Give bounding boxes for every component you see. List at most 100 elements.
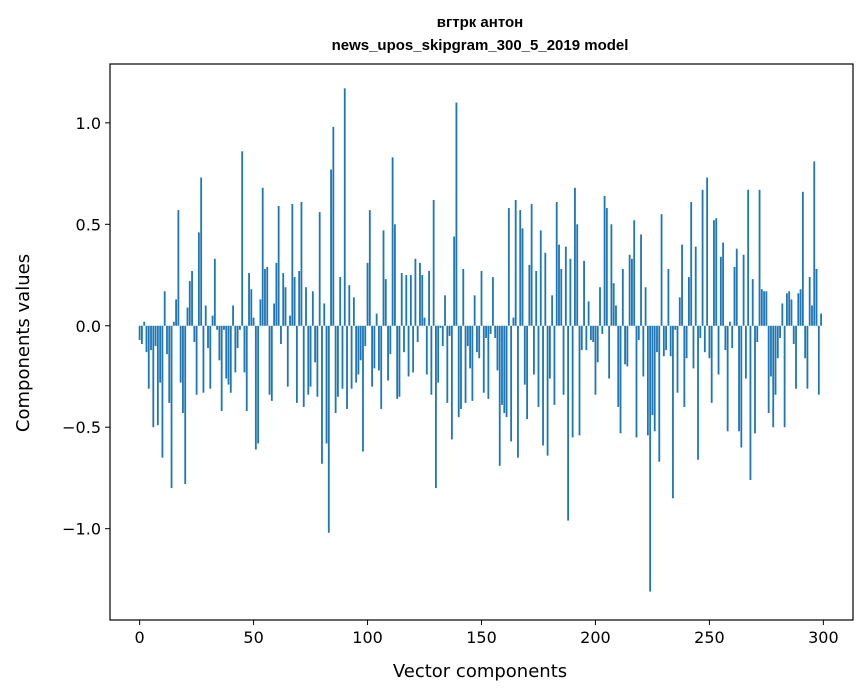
bar-289 bbox=[797, 293, 800, 326]
x-tick-label-6: 300 bbox=[808, 628, 839, 647]
bar-22 bbox=[188, 281, 191, 326]
bar-63 bbox=[282, 273, 285, 326]
bar-142 bbox=[462, 268, 465, 326]
bar-228 bbox=[658, 325, 661, 462]
bar-87 bbox=[337, 325, 339, 397]
bar-91 bbox=[346, 325, 348, 409]
bar-193 bbox=[578, 325, 581, 436]
bar-256 bbox=[722, 242, 724, 326]
bar-159 bbox=[501, 325, 503, 405]
x-tick-label-3: 150 bbox=[466, 628, 497, 647]
bar-266 bbox=[744, 325, 747, 379]
bar-129 bbox=[432, 199, 435, 326]
bar-288 bbox=[795, 325, 797, 389]
y-tick-label-3: −0.5 bbox=[62, 418, 101, 437]
x-tick-label-2: 100 bbox=[352, 628, 383, 647]
bar-212 bbox=[621, 268, 624, 326]
bar-94 bbox=[352, 297, 355, 326]
bar-161 bbox=[505, 325, 508, 418]
bar-219 bbox=[637, 325, 640, 340]
bar-11 bbox=[163, 291, 166, 326]
bar-217 bbox=[633, 220, 636, 326]
bar-85 bbox=[332, 126, 335, 326]
bar-275 bbox=[765, 291, 768, 326]
bar-207 bbox=[610, 224, 613, 326]
bar-135 bbox=[446, 325, 449, 403]
bar-198 bbox=[589, 325, 592, 340]
bar-54 bbox=[261, 187, 264, 326]
bar-89 bbox=[341, 325, 344, 389]
bar-234 bbox=[672, 325, 674, 499]
bar-96 bbox=[357, 325, 360, 375]
bar-44 bbox=[239, 325, 241, 330]
bar-215 bbox=[628, 254, 631, 326]
bar-70 bbox=[298, 270, 301, 326]
bar-192 bbox=[576, 224, 579, 326]
bar-106 bbox=[380, 325, 383, 409]
bar-40 bbox=[229, 325, 232, 393]
bar-117 bbox=[405, 275, 408, 326]
bar-168 bbox=[521, 228, 524, 326]
bar-83 bbox=[327, 325, 330, 533]
bar-141 bbox=[460, 325, 462, 409]
bars-group bbox=[138, 88, 822, 592]
x-tick-label-0: 0 bbox=[135, 628, 145, 647]
bar-46 bbox=[243, 325, 246, 373]
bar-124 bbox=[421, 275, 424, 326]
bar-180 bbox=[548, 325, 551, 379]
bar-4 bbox=[147, 325, 150, 389]
bar-90 bbox=[343, 88, 346, 326]
bar-240 bbox=[685, 325, 688, 359]
bar-156 bbox=[494, 325, 497, 338]
bar-242 bbox=[690, 201, 693, 326]
bar-186 bbox=[562, 325, 565, 395]
bar-246 bbox=[699, 325, 702, 338]
bar-136 bbox=[448, 325, 451, 336]
bar-201 bbox=[596, 325, 599, 363]
bar-50 bbox=[252, 317, 255, 326]
x-tick-label-1: 50 bbox=[243, 628, 263, 647]
bar-249 bbox=[706, 177, 709, 326]
bar-29 bbox=[204, 305, 207, 326]
bar-73 bbox=[305, 287, 307, 326]
bar-162 bbox=[507, 208, 510, 326]
bar-65 bbox=[286, 325, 289, 387]
bar-189 bbox=[569, 258, 572, 326]
bar-196 bbox=[585, 325, 588, 351]
bar-173 bbox=[533, 325, 535, 375]
bar-237 bbox=[678, 297, 681, 326]
bar-123 bbox=[419, 262, 421, 326]
bar-80 bbox=[321, 325, 323, 464]
bar-195 bbox=[583, 260, 585, 326]
bar-14 bbox=[170, 325, 173, 489]
bar-153 bbox=[487, 325, 490, 399]
bar-287 bbox=[792, 325, 795, 345]
bar-109 bbox=[387, 325, 389, 381]
bar-185 bbox=[560, 268, 563, 326]
bar-140 bbox=[457, 325, 460, 418]
bar-75 bbox=[309, 325, 312, 387]
bar-45 bbox=[241, 151, 244, 326]
bar-53 bbox=[259, 299, 262, 326]
bar-119 bbox=[409, 275, 412, 326]
y-tick-label-2: 0.0 bbox=[76, 317, 101, 336]
bar-262 bbox=[735, 248, 738, 326]
bar-151 bbox=[482, 325, 485, 393]
bar-276 bbox=[767, 325, 770, 414]
bar-211 bbox=[619, 325, 622, 434]
bar-48 bbox=[248, 273, 250, 326]
bar-190 bbox=[571, 325, 574, 438]
bar-252 bbox=[713, 220, 715, 326]
bar-56 bbox=[266, 266, 269, 326]
bar-243 bbox=[692, 325, 695, 369]
bar-282 bbox=[781, 303, 784, 326]
bar-9 bbox=[159, 325, 162, 383]
bar-158 bbox=[498, 325, 501, 466]
bar-35 bbox=[218, 325, 221, 361]
bar-92 bbox=[348, 285, 351, 326]
bar-15 bbox=[172, 321, 175, 326]
y-tick-label-0: 1.0 bbox=[76, 114, 101, 133]
bar-43 bbox=[236, 325, 239, 349]
bar-206 bbox=[608, 325, 611, 379]
